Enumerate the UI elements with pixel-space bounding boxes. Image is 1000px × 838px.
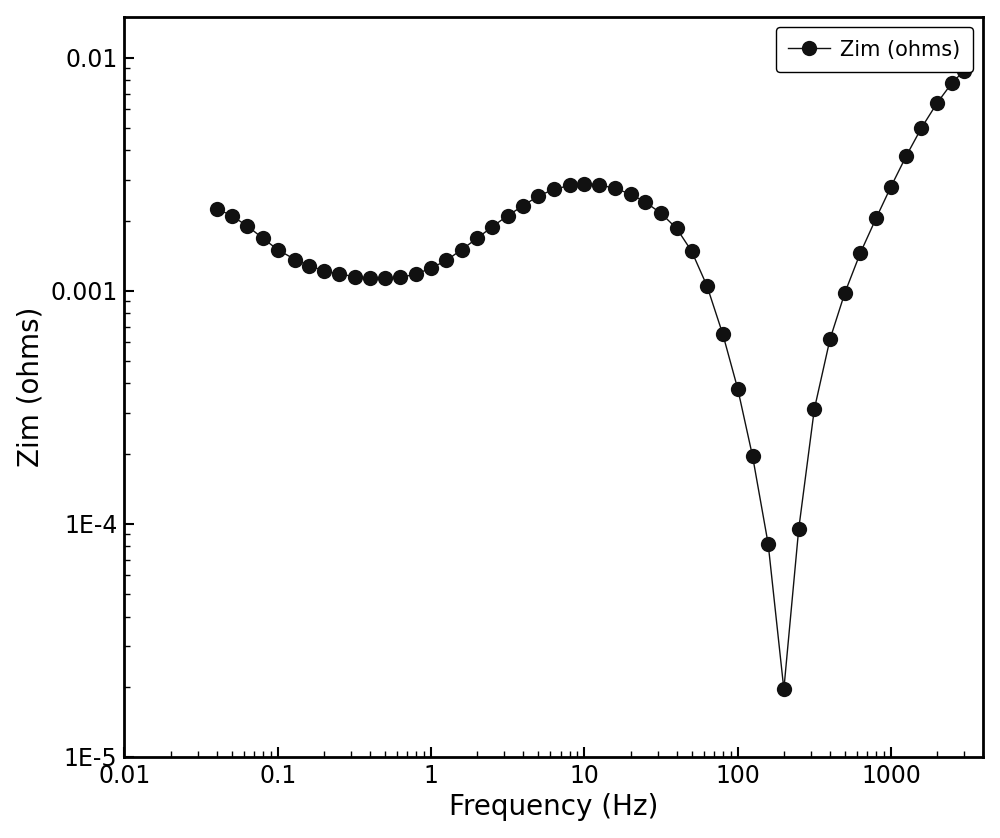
Zim (ohms) <box>241 220 253 230</box>
Zim (ohms) <box>394 272 406 282</box>
Zim (ohms) <box>318 266 330 276</box>
Zim (ohms) <box>870 213 882 223</box>
Zim (ohms) <box>471 233 483 243</box>
Zim (ohms) <box>333 269 345 279</box>
Zim (ohms) <box>839 287 851 297</box>
Zim (ohms) <box>762 539 774 549</box>
Zim (ohms) <box>593 179 605 189</box>
Zim (ohms) <box>257 233 269 243</box>
Zim (ohms) <box>778 684 790 694</box>
Zim (ohms) <box>824 334 836 344</box>
Zim (ohms) <box>364 273 376 283</box>
Zim (ohms) <box>502 210 514 220</box>
Zim (ohms) <box>885 182 897 192</box>
Zim (ohms) <box>349 272 361 282</box>
Zim (ohms) <box>548 184 560 194</box>
Zim (ohms) <box>686 246 698 256</box>
Zim (ohms) <box>793 524 805 534</box>
Zim (ohms) <box>931 98 943 108</box>
Zim (ohms) <box>425 263 437 273</box>
Zim (ohms) <box>808 404 820 414</box>
Zim (ohms) <box>532 191 544 201</box>
Y-axis label: Zim (ohms): Zim (ohms) <box>17 307 45 467</box>
Zim (ohms) <box>625 189 637 199</box>
Zim (ohms) <box>517 200 529 210</box>
Zim (ohms) <box>671 224 683 234</box>
Zim (ohms) <box>609 184 621 194</box>
Zim (ohms) <box>747 451 759 461</box>
Zim (ohms) <box>578 178 590 189</box>
Zim (ohms) <box>564 180 576 190</box>
Zim (ohms) <box>732 384 744 394</box>
Zim (ohms) <box>226 210 238 220</box>
Zim (ohms) <box>379 273 391 283</box>
Zim (ohms) <box>272 245 284 255</box>
Zim (ohms) <box>486 222 498 232</box>
Legend: Zim (ohms): Zim (ohms) <box>776 27 973 72</box>
Zim (ohms) <box>410 269 422 279</box>
Zim (ohms) <box>303 261 315 271</box>
Zim (ohms) <box>456 245 468 255</box>
Zim (ohms) <box>639 197 651 207</box>
X-axis label: Frequency (Hz): Frequency (Hz) <box>449 794 659 821</box>
Zim (ohms) <box>655 209 667 219</box>
Zim (ohms) <box>915 123 927 133</box>
Zim (ohms) <box>900 151 912 161</box>
Zim (ohms) <box>701 281 713 291</box>
Zim (ohms) <box>854 248 866 258</box>
Line: Zim (ohms): Zim (ohms) <box>209 63 972 697</box>
Zim (ohms) <box>440 256 452 266</box>
Zim (ohms) <box>946 78 958 88</box>
Zim (ohms) <box>289 255 301 265</box>
Zim (ohms) <box>211 204 223 214</box>
Zim (ohms) <box>717 329 729 339</box>
Zim (ohms) <box>958 65 970 75</box>
